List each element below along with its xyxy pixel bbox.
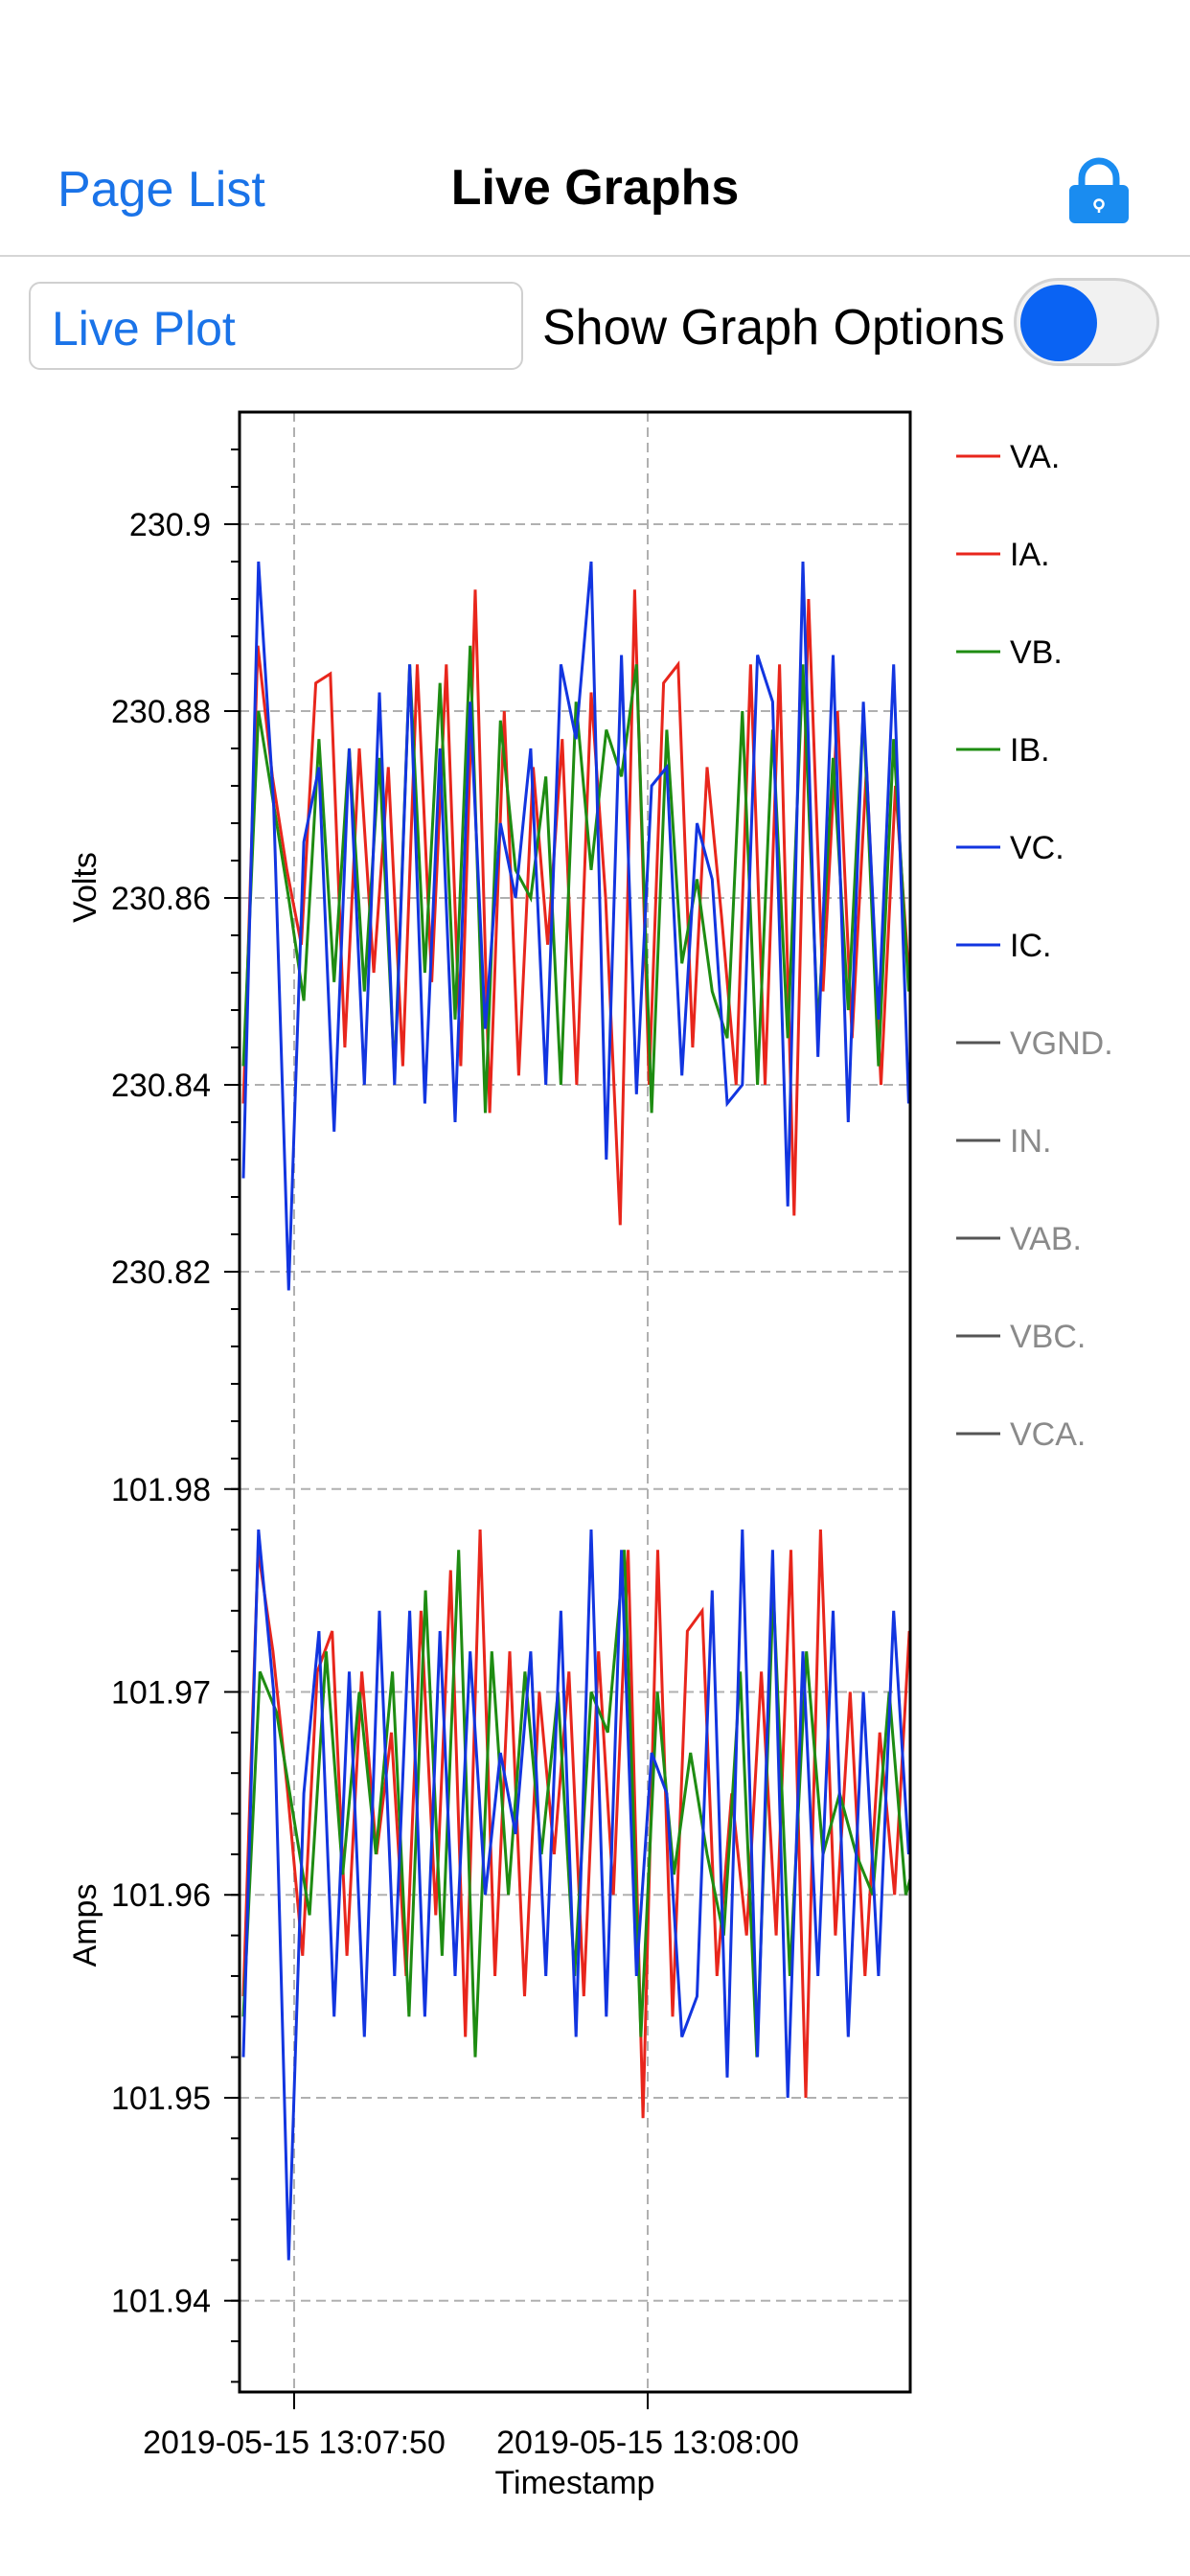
legend-entry: IA. <box>1010 537 1050 573</box>
page-list-button[interactable]: Page List <box>57 162 265 218</box>
legend-entry: IN. <box>1010 1123 1051 1160</box>
legend-entry: VGND. <box>1010 1025 1113 1062</box>
legend-entry: IC. <box>1010 928 1051 964</box>
legend-entry: VCA. <box>1010 1416 1086 1453</box>
y-tick-label: 230.86 <box>111 881 211 917</box>
legend-entry: VB. <box>1010 634 1063 671</box>
legend-entry: IB. <box>1010 732 1050 769</box>
series-line-ia <box>241 1530 910 2119</box>
x-axis-label: Timestamp <box>495 2465 655 2501</box>
lock-button[interactable] <box>1065 157 1133 224</box>
y-tick-label: 230.82 <box>111 1254 211 1291</box>
x-tick-label: 2019-05-15 13:07:50 <box>143 2425 446 2461</box>
toggle-knob <box>1020 285 1097 361</box>
lock-icon <box>1069 157 1129 223</box>
y-tick-label: 230.9 <box>129 507 211 543</box>
y-tick-label: 101.96 <box>111 1877 211 1914</box>
show-graph-options-toggle[interactable] <box>1014 278 1159 366</box>
y-tick-label: 101.97 <box>111 1675 211 1712</box>
legend-entry: VC. <box>1010 830 1064 866</box>
plot-type-value: Live Plot <box>52 302 236 356</box>
plot-frame <box>238 410 912 2394</box>
series-line-va <box>241 589 910 1226</box>
live-chart: 230.82 230.84 230.86 230.88 230.9 Volts 101.94… <box>29 383 1161 2511</box>
x-tick-label: 2019-05-15 13:08:00 <box>496 2425 799 2461</box>
y-axis-label: Amps <box>67 1884 103 1967</box>
y-tick-label: 101.98 <box>111 1472 211 1508</box>
legend-entry: VBC. <box>1010 1319 1086 1355</box>
y-tick-label: 101.95 <box>111 2081 211 2117</box>
show-graph-options-label: Show Graph Options <box>542 300 1005 356</box>
series-line-ic <box>241 1529 910 2261</box>
y-tick-label: 230.88 <box>111 694 211 730</box>
page-title: Live Graphs <box>450 160 740 216</box>
navigation-bar: Page List Live Graphs <box>0 0 1190 257</box>
y-tick-label: 101.94 <box>111 2284 211 2320</box>
series-line-vc <box>241 561 910 1291</box>
y-axis-label: Volts <box>67 852 103 923</box>
chart-svg: 230.82 230.84 230.86 230.88 230.9 Volts 101.94… <box>67 410 1113 2501</box>
y-tick-label: 230.84 <box>111 1068 211 1104</box>
legend-entry: VAB. <box>1010 1221 1082 1257</box>
legend-entry: VA. <box>1010 439 1060 475</box>
graph-controls: Live Plot Show Graph Options <box>0 255 1190 380</box>
plot-type-selector[interactable]: Live Plot <box>29 282 523 370</box>
